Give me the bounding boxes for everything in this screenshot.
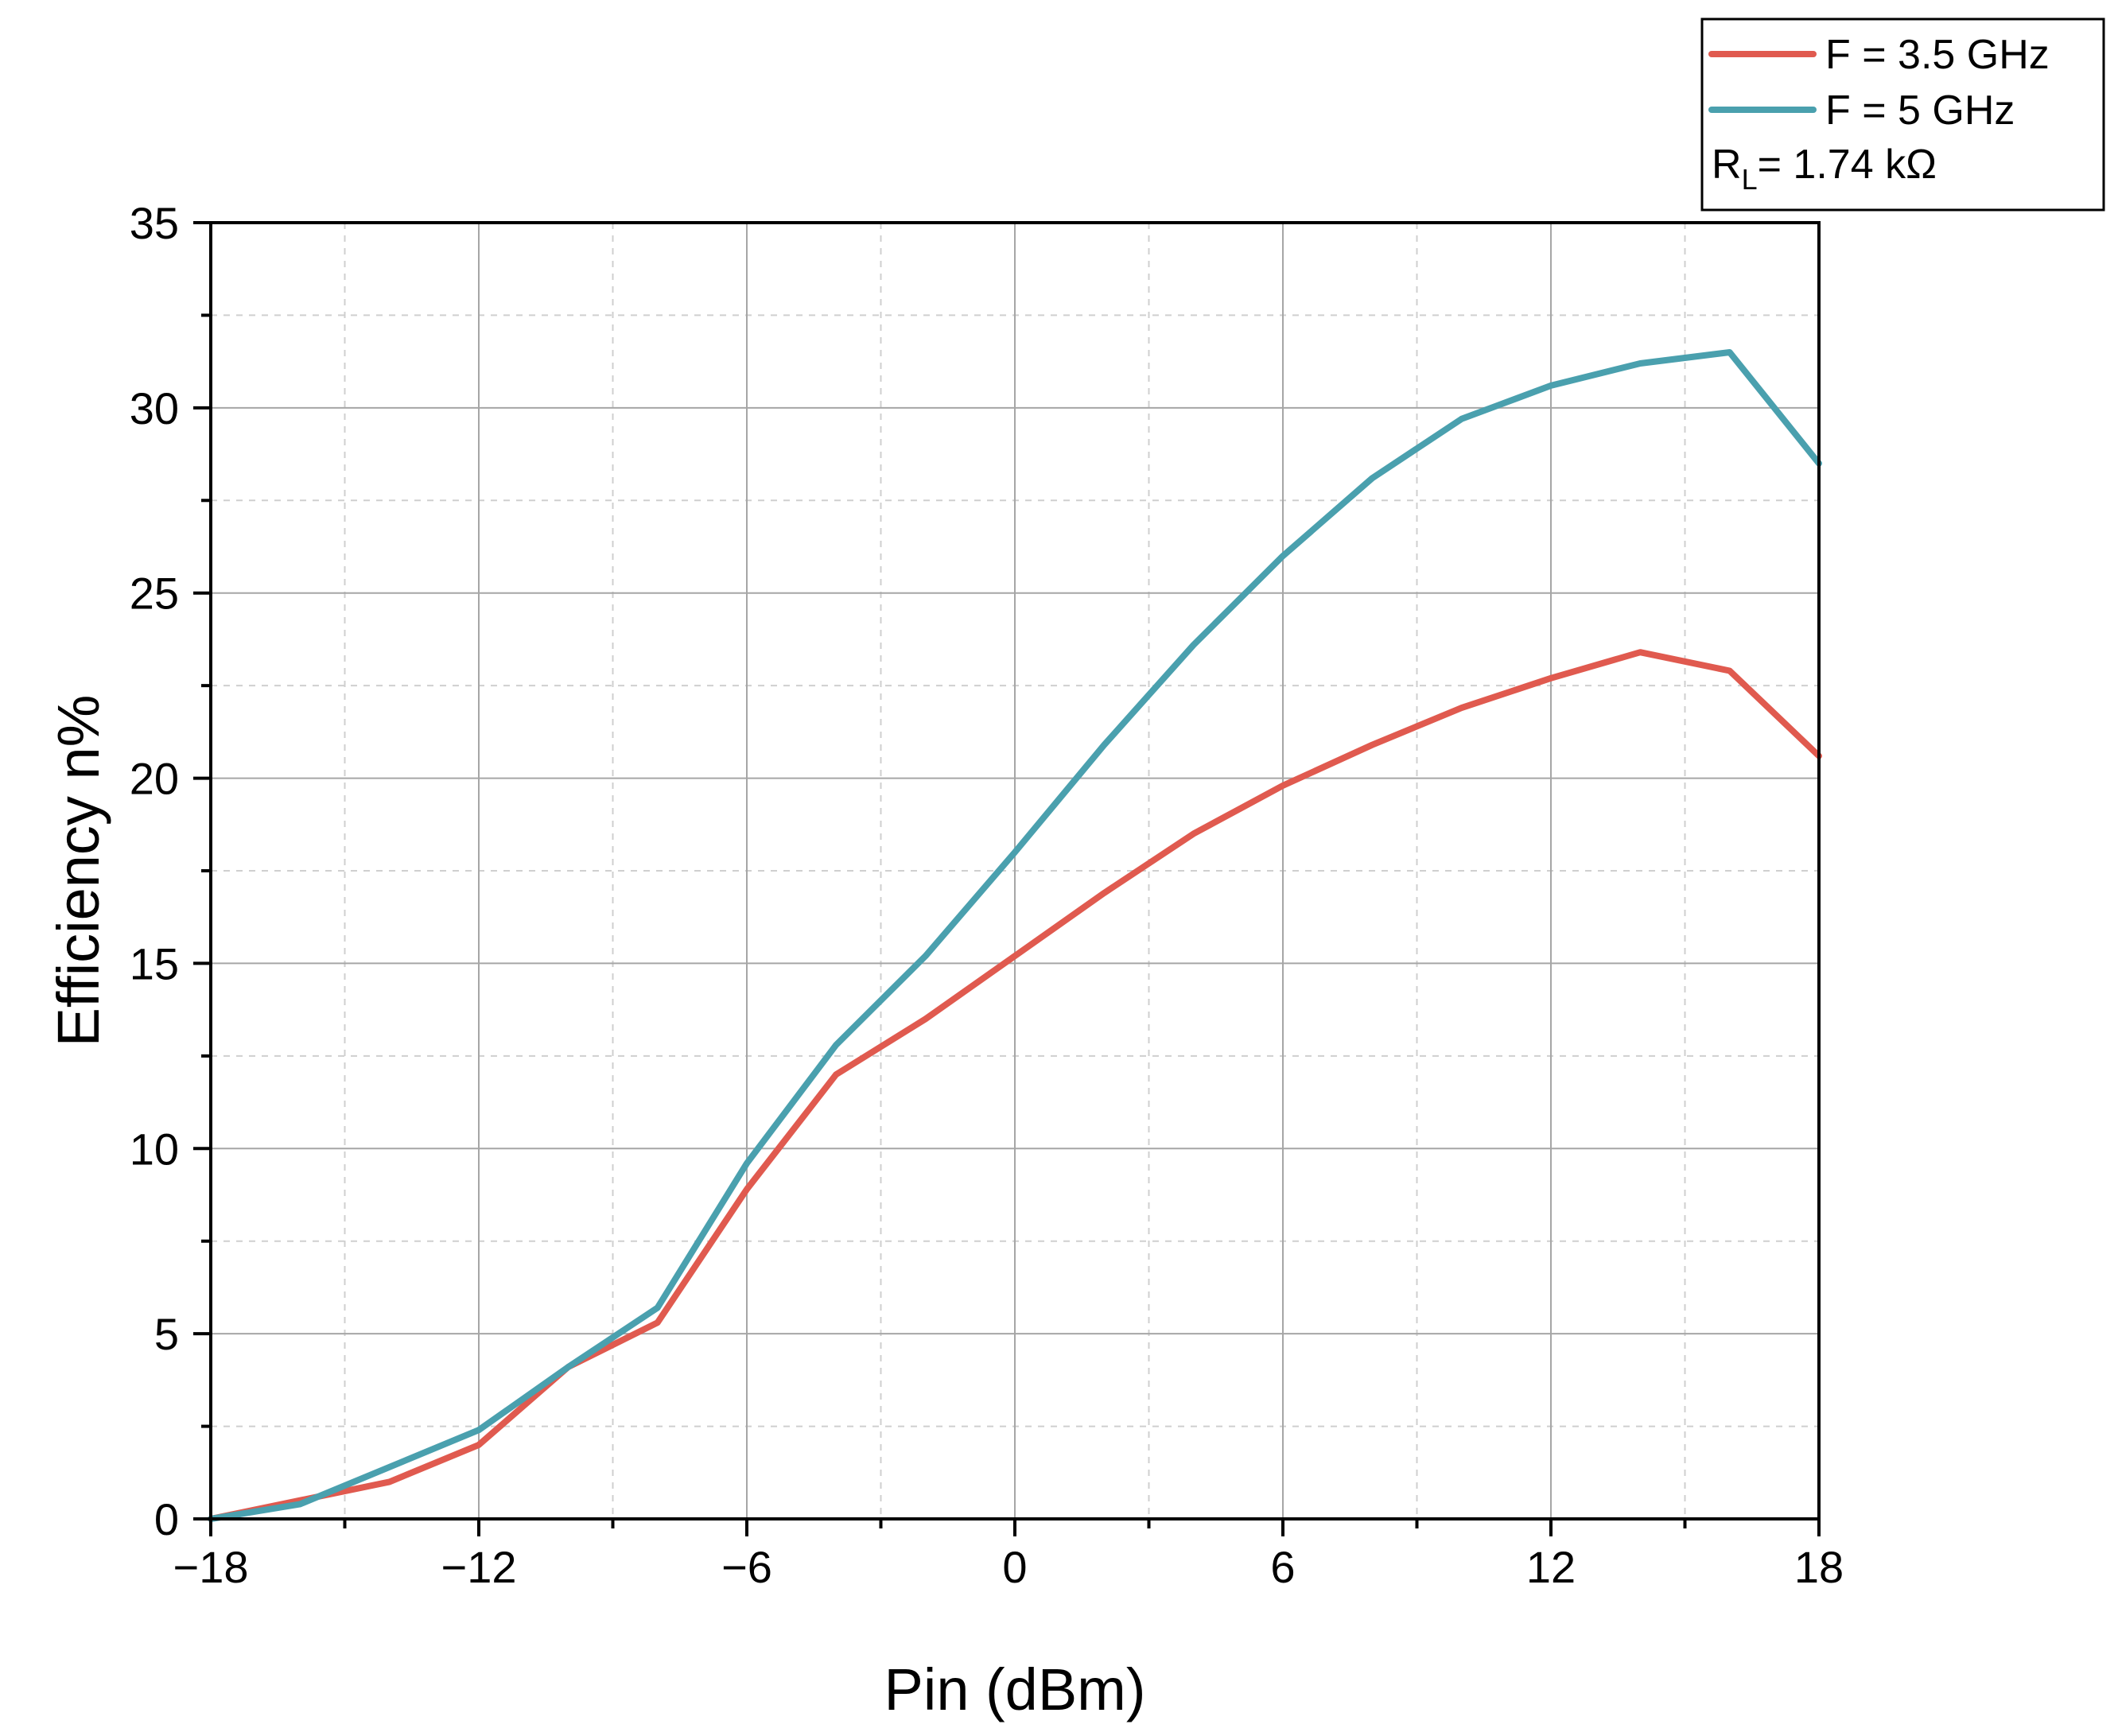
x-tick-label: 6 [1270, 1542, 1295, 1592]
legend-items: F = 3.5 GHz F = 5 GHz [1708, 32, 2050, 134]
y-tick-label: 10 [130, 1124, 179, 1174]
tick-labels: −18 −12 −6 0 6 12 18 0 5 10 15 20 25 30 35 [130, 198, 1844, 1592]
x-tick-label: −6 [721, 1542, 772, 1592]
x-tick-label: 18 [1794, 1542, 1844, 1592]
y-tick-label: 35 [130, 198, 179, 248]
series-line-1 [208, 649, 1822, 1522]
x-tick-label: −18 [173, 1542, 249, 1592]
series-line-2 [208, 349, 1822, 1522]
y-axis-title: Efficiency n% [45, 695, 111, 1047]
y-tick-label: 25 [130, 569, 179, 619]
y-tick-label: 15 [130, 938, 179, 988]
y-tick-label: 30 [130, 383, 179, 433]
axis-ticks [193, 221, 1821, 1536]
x-tick-label: −12 [441, 1542, 517, 1592]
series-layer [208, 349, 1822, 1522]
x-tick-label: 0 [1002, 1542, 1027, 1592]
x-tick-label: 12 [1526, 1542, 1576, 1592]
major-grid [211, 223, 1819, 1519]
legend: F = 3.5 GHz F = 5 GHz RL= 1.74 kΩ [1700, 17, 2105, 212]
legend-label: F = 5 GHz [1825, 87, 2015, 134]
y-tick-label: 0 [154, 1494, 179, 1544]
y-tick-label: 20 [130, 754, 179, 804]
annotation-rest: = 1.74 kΩ [1758, 142, 1937, 188]
annotation-subscript: L [1742, 163, 1758, 196]
load-resistance-annotation: RL= 1.74 kΩ [1712, 142, 1937, 196]
annotation-main: R [1712, 142, 1742, 188]
legend-label: F = 3.5 GHz [1825, 32, 2050, 78]
y-tick-label: 5 [154, 1309, 179, 1359]
x-axis-title: Pin (dBm) [884, 1656, 1146, 1722]
